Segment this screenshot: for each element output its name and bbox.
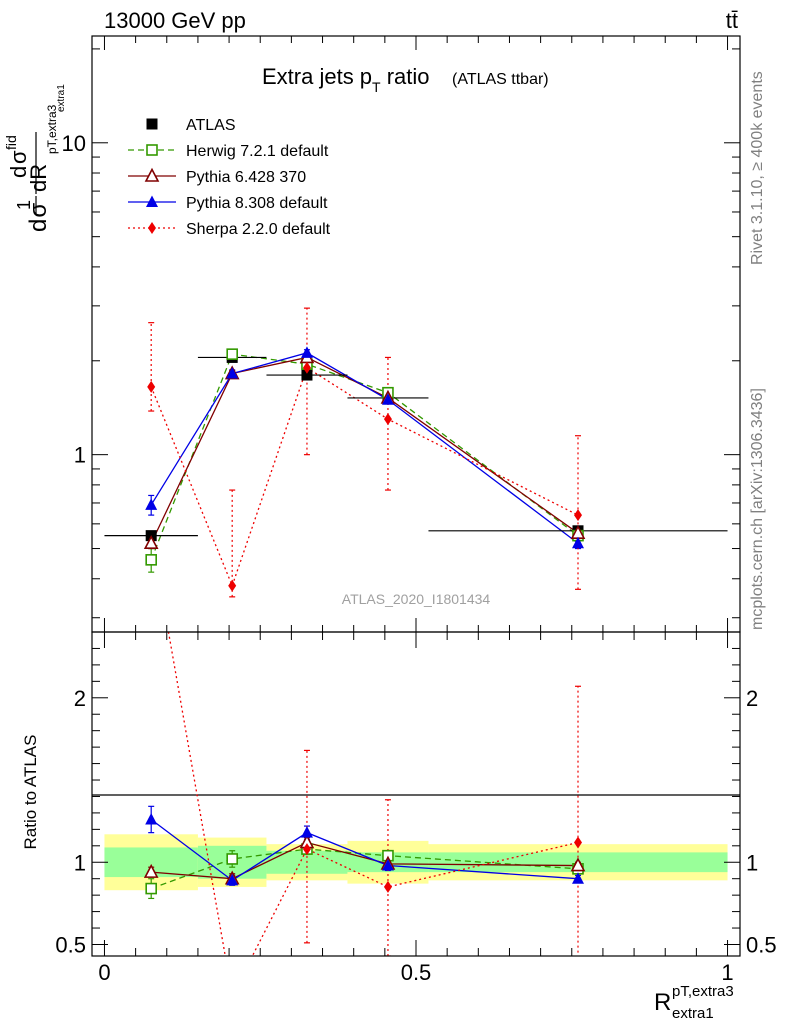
legend-marker-pythia-6-428-370 — [144, 167, 160, 182]
pythia-8-308-default-point — [381, 393, 394, 405]
process-label: tt̄ — [726, 8, 738, 33]
herwig-7-2-1-default-point — [226, 348, 238, 360]
pythia-8-308-default-point — [145, 498, 158, 510]
pythia-8-308-default-line — [150, 352, 579, 544]
sherpa-2-2-0-default-point — [302, 361, 311, 374]
svg-text:1: 1 — [14, 200, 34, 210]
ratio-pythia-8-308-default-point — [572, 872, 584, 884]
rivet-label: Rivet 3.1.10, ≥ 400k events — [749, 71, 766, 265]
legend-marker-sherpa-2-2-0-default — [148, 222, 156, 234]
chart-subtitle: (ATLAS ttbar) — [452, 71, 549, 88]
pythia-6-428-370-line — [150, 356, 579, 544]
main-panel-series-lines — [150, 352, 579, 588]
legend-label-pythia-6-428-370: Pythia 6.428 370 — [186, 169, 306, 186]
legend-label-sherpa-2-2-0-default: Sherpa 2.2.0 default — [186, 221, 331, 238]
atlas-point — [301, 369, 313, 381]
pythia-8-308-default-point — [226, 367, 239, 379]
ratio-markers — [143, 812, 586, 1001]
svg-text:dσ: dσ — [25, 203, 52, 232]
svg-text:pT,extra3: pT,extra3 — [672, 983, 734, 1000]
legend-marker-herwig-7-2-1-default — [146, 144, 158, 156]
legend-label-atlas: ATLAS — [186, 117, 236, 134]
legend-marker-atlas — [146, 118, 158, 130]
ratio-panel-ticks: 0.5 0.5 1 1 2 2 0 0.5 1 — [55, 632, 777, 985]
main-y-tick-label: 10 — [62, 131, 86, 156]
svg-text:fid: fid — [3, 135, 19, 150]
ratio-sherpa-2-2-0-default-point — [302, 843, 311, 856]
legend-marker-pythia-8-308-default — [146, 195, 158, 207]
legend: ATLAS Herwig 7.2.1 default Pythia 6.428 37… — [128, 117, 331, 238]
svg-text:extra1: extra1 — [672, 1005, 714, 1022]
main-y-axis-label: dσ 1 dR d σ fid pT,extra3 extra1 — [3, 84, 67, 232]
ratio-pythia-6-428-370-point — [143, 863, 159, 878]
sherpa-2-2-0-default-point — [574, 509, 582, 522]
ratio-y-tick-label-left: 0.5 — [55, 932, 86, 957]
herwig-7-2-1-default-line — [150, 353, 579, 561]
svg-text:R: R — [654, 989, 671, 1016]
ratio-bands — [104, 834, 728, 891]
legend-label-pythia-8-308-default: Pythia 8.308 default — [186, 195, 328, 212]
x-axis-label: R pT,extra3 extra1 — [654, 983, 734, 1022]
ratio-y-tick-label-right: 2 — [746, 686, 758, 711]
ratio-sherpa-2-2-0-default-point — [574, 836, 582, 849]
sherpa-2-2-0-default-point — [383, 413, 392, 426]
pythia-6-428-370-point — [143, 535, 159, 550]
x-tick-label: 1 — [721, 960, 733, 985]
herwig-7-2-1-default-point — [145, 554, 157, 566]
main-panel-error-bars — [104, 307, 728, 598]
ratio-pythia-6-428-370-point — [570, 857, 586, 872]
sherpa-2-2-0-default-point — [147, 380, 156, 393]
svg-text:extra1: extra1 — [56, 84, 67, 112]
chart-title-rest: ratio — [381, 64, 430, 89]
legend-label-herwig-7-2-1-default: Herwig 7.2.1 default — [186, 143, 329, 160]
mcplots-label: mcplots.cern.ch [arXiv:1306.3436] — [749, 388, 766, 630]
x-tick-label: 0 — [98, 960, 110, 985]
svg-text:pT,extra3: pT,extra3 — [45, 104, 59, 154]
svg-text:σ: σ — [6, 150, 31, 164]
ratio-pythia-8-308-default-point — [300, 826, 313, 838]
ratio-pythia-8-308-default-point — [145, 812, 158, 825]
ratio-y-tick-label-right: 1 — [746, 850, 758, 875]
ratio-herwig-7-2-1-default-point — [145, 882, 157, 895]
ratio-y-tick-label-left: 2 — [74, 686, 86, 711]
sherpa-2-2-0-default-point — [228, 579, 237, 592]
watermark: ATLAS_2020_I1801434 — [342, 591, 491, 607]
ratio-y-axis-label: Ratio to ATLAS — [21, 735, 40, 850]
svg-text:dR: dR — [26, 164, 51, 192]
main-panel-ticks: 1 10 — [62, 36, 740, 632]
main-panel-markers — [143, 346, 586, 592]
x-tick-label: 0.5 — [401, 960, 432, 985]
ratio-sherpa-2-2-0-default-point — [228, 989, 236, 1001]
pythia-8-308-default-point — [300, 346, 313, 358]
ratio-herwig-7-2-1-default-point — [226, 853, 238, 865]
energy-label: 13000 GeV pp — [104, 8, 246, 33]
ratio-sherpa-2-2-0-default-point — [383, 880, 392, 893]
ratio-y-tick-label-right: 0.5 — [746, 932, 777, 957]
ratio-pythia-8-308-default-point — [226, 873, 239, 886]
chart-title: Extra jets pT ratio — [262, 64, 430, 95]
ratio-y-tick-label-left: 1 — [74, 850, 86, 875]
pythia-8-308-default-point — [572, 536, 584, 549]
chart-title-subscript: T — [372, 79, 381, 95]
svg-text:d: d — [6, 166, 31, 178]
main-y-tick-label: 1 — [74, 443, 86, 468]
ratio-panel-frame — [91, 631, 741, 957]
ratio-pythia-8-308-default-point — [381, 859, 394, 871]
